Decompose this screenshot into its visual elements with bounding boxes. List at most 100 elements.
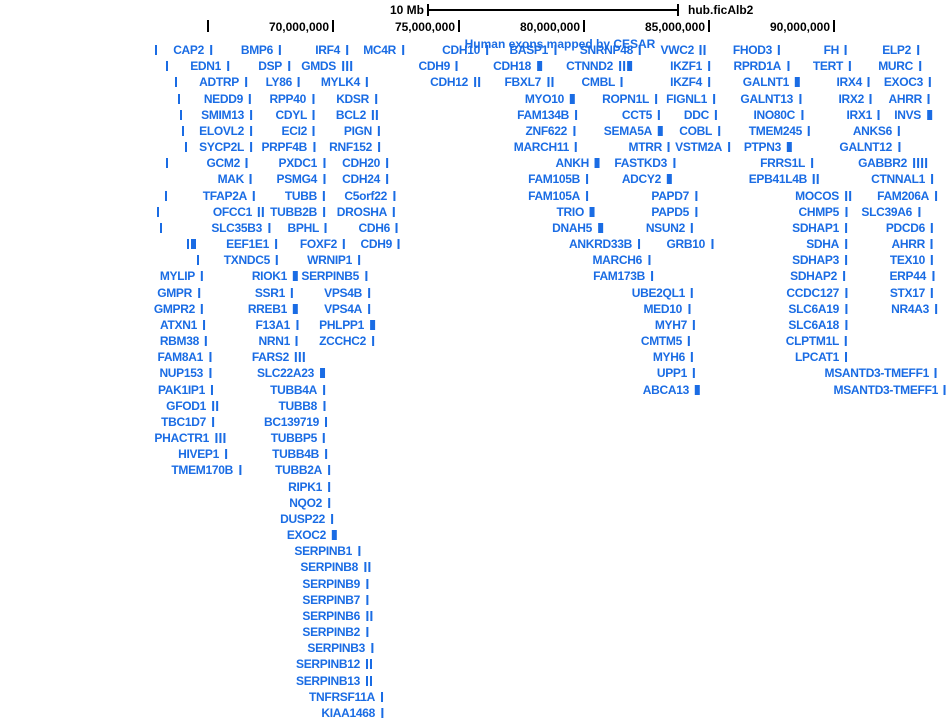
gene-label[interactable]: NUP153 [159, 366, 203, 381]
gene-item[interactable]: TMEM245 [749, 125, 810, 137]
gene-label[interactable]: FH [823, 43, 840, 57]
gene-label[interactable]: SLC22A23 [257, 366, 314, 381]
gene-item[interactable]: TEX10 [890, 254, 933, 266]
gene-item[interactable]: SLC22A23 [257, 367, 325, 379]
gene-item[interactable]: TBC1D7 [161, 416, 214, 428]
gene-label[interactable]: GABBR2 [858, 156, 907, 171]
gene-item[interactable]: MYH6 [653, 351, 693, 363]
gene-item[interactable]: ZCCHC2 [319, 335, 374, 347]
gene-label[interactable]: FRRS1L [760, 156, 805, 171]
gene-item[interactable]: SERPINB8 [300, 561, 370, 573]
gene-item[interactable]: MAK [218, 173, 252, 185]
gene-label[interactable]: MYLIP [159, 269, 195, 284]
gene-label[interactable]: CTNNAL1 [871, 172, 925, 187]
gene-item[interactable]: DNAH5 [552, 222, 603, 234]
gene-item[interactable]: MYO10 [525, 93, 575, 105]
gene-label[interactable]: IKZF1 [670, 59, 702, 74]
gene-label[interactable]: EDN1 [190, 59, 221, 74]
gene-item[interactable]: CCDC127 [786, 287, 847, 299]
gene-label[interactable]: FARS2 [251, 350, 289, 365]
gene-item[interactable]: ANKRD33B [569, 238, 640, 250]
gene-label[interactable]: TUBB4B [272, 447, 319, 462]
gene-label[interactable]: TUBB [284, 188, 317, 203]
gene-item[interactable]: LY86 [266, 76, 300, 88]
gene-item[interactable]: CDH24 [342, 173, 388, 185]
gene-label[interactable]: MAK [217, 172, 245, 187]
gene-item[interactable]: SERPINB5 [301, 270, 367, 282]
exon-tick[interactable] [180, 109, 182, 121]
gene-label[interactable]: TUBB2A [275, 463, 322, 478]
gene-label[interactable]: SDHA [806, 237, 839, 252]
gene-label[interactable]: SDHAP3 [792, 253, 839, 268]
gene-label[interactable]: INO80C [753, 107, 795, 122]
gene-item[interactable]: MYLIP [160, 270, 203, 282]
gene-item[interactable]: GMPR2 [154, 303, 203, 315]
gene-item[interactable]: CDH6 [359, 222, 398, 234]
gene-item[interactable]: EDN1 [190, 60, 229, 72]
gene-label[interactable]: FOXF2 [299, 237, 337, 252]
gene-item[interactable]: GALNT1 [743, 76, 800, 88]
gene-label[interactable]: UBE2QL1 [631, 285, 686, 300]
gene-item[interactable]: CDH20 [342, 157, 388, 169]
gene-item[interactable]: C5orf22 [344, 190, 395, 202]
gene-item[interactable]: NEDD9 [204, 93, 251, 105]
exon-tick[interactable] [175, 76, 177, 88]
gene-item[interactable]: RREB1 [248, 303, 298, 315]
gene-label[interactable]: OFCC1 [212, 204, 252, 219]
gene-label[interactable]: SERPINB1 [294, 544, 352, 559]
gene-label[interactable]: TUBB4A [270, 382, 317, 397]
gene-item[interactable]: CDH12 [430, 76, 480, 88]
gene-label[interactable]: GALNT13 [740, 91, 793, 106]
gene-label[interactable]: GRB10 [666, 237, 705, 252]
gene-label[interactable]: MYH6 [652, 350, 685, 365]
gene-label[interactable]: ABCA13 [642, 382, 690, 397]
gene-label[interactable]: MYO10 [524, 91, 564, 106]
gene-label[interactable]: PIGN [343, 123, 372, 138]
gene-label[interactable]: IKZF4 [670, 75, 702, 90]
gene-label[interactable]: ANKS6 [852, 123, 892, 138]
gene-label[interactable]: PDCD6 [885, 220, 925, 235]
gene-label[interactable]: DROSHA [336, 204, 388, 219]
gene-item[interactable]: SYCP2L [199, 141, 252, 153]
gene-label[interactable]: NEDD9 [203, 91, 243, 106]
gene-label[interactable]: VSTM2A [675, 140, 722, 155]
gene-label[interactable]: MSANTD3-TMEFF1 [833, 382, 939, 397]
gene-label[interactable]: COBL [679, 123, 712, 138]
gene-item[interactable]: FAM173B [593, 270, 653, 282]
gene-label[interactable]: TFAP2A [202, 188, 248, 203]
gene-item[interactable]: TUBB4B [272, 448, 327, 460]
gene-label[interactable]: ERP44 [889, 269, 926, 284]
gene-label[interactable]: FIGNL1 [666, 91, 707, 106]
gene-label[interactable]: TNFRSF11A [309, 689, 375, 704]
gene-label[interactable]: IRX2 [838, 91, 865, 106]
gene-label[interactable]: NR4A3 [891, 301, 929, 316]
gene-label[interactable]: EXOC2 [286, 528, 326, 543]
gene-item[interactable]: GFOD1 [166, 400, 218, 412]
gene-item[interactable]: MOCOS [795, 190, 851, 202]
gene-item[interactable]: SLC35B3 [211, 222, 270, 234]
gene-item[interactable]: TNFRSF11A [309, 691, 383, 703]
gene-item[interactable]: ADCY2 [622, 173, 672, 185]
gene-item[interactable]: CTNND2 [566, 60, 632, 72]
gene-label[interactable]: SEMA5A [603, 123, 653, 138]
gene-label[interactable]: MTRR [628, 140, 663, 155]
gene-item[interactable]: PXDC1 [278, 157, 325, 169]
gene-label[interactable]: BMP6 [240, 43, 273, 57]
gene-label[interactable]: RPRD1A [733, 59, 781, 74]
gene-label[interactable]: TRIO [556, 204, 585, 219]
gene-item[interactable]: GCM2 [207, 157, 248, 169]
gene-item[interactable]: RIPK1 [288, 481, 330, 493]
gene-label[interactable]: MC4R [363, 43, 396, 57]
gene-label[interactable]: KDSR [336, 91, 369, 106]
gene-label[interactable]: FAM173B [593, 269, 645, 284]
gene-item[interactable]: CTNNAL1 [871, 173, 933, 185]
gene-item[interactable]: FRRS1L [760, 157, 813, 169]
gene-item[interactable]: FBXL7 [504, 76, 553, 88]
gene-label[interactable]: ELP2 [882, 43, 911, 57]
gene-item[interactable]: EXOC2 [287, 529, 337, 541]
gene-item[interactable]: RIOK1 [252, 270, 298, 282]
exon-tick[interactable] [157, 206, 159, 218]
gene-item[interactable]: SERPINB2 [302, 626, 368, 638]
gene-item[interactable]: PTPN3 [744, 141, 792, 153]
gene-item[interactable]: MTRR [629, 141, 670, 153]
